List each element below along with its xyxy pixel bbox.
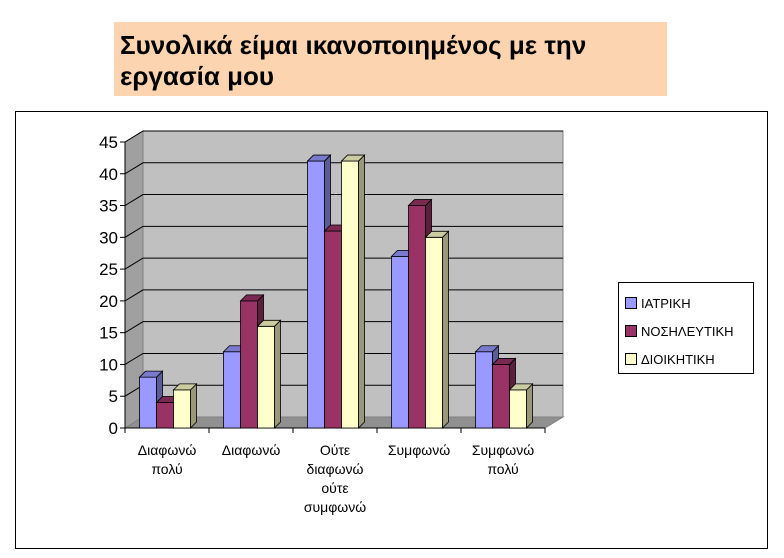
bar [173, 389, 191, 429]
chart-title: Συνολικά είμαι ικανοποιημένος με την εργ… [120, 30, 587, 91]
bar-top [407, 199, 433, 206]
bar-top [256, 319, 282, 327]
bar-top [239, 294, 265, 302]
bar-top [508, 383, 534, 391]
legend-label-iatriki: ΙΑΤΡΙΚΗ [641, 295, 691, 311]
legend-item-dioikitiki: ΔΙΟΙΚΗΤΙΚΗ [625, 345, 749, 373]
bar [223, 351, 241, 429]
chart-title-box: Συνολικά είμαι ικανοποιημένος με την εργ… [114, 22, 667, 96]
bar-top [474, 345, 500, 353]
y-tick-label: 35 [99, 197, 118, 216]
gridline [124, 162, 563, 175]
category-label: Ούτε [320, 442, 350, 458]
y-tick-label: 30 [99, 228, 118, 247]
legend: ΙΑΤΡΙΚΗ ΝΟΣΗΛΕΥΤΙΚΗ ΔΙΟΙΚΗΤΙΚΗ [618, 282, 754, 374]
bar-side [190, 382, 197, 429]
bar [492, 364, 510, 429]
bar-top [306, 154, 332, 162]
legend-swatch-nosileftiki [625, 325, 637, 337]
y-tick-label: 5 [109, 387, 118, 406]
bar [139, 376, 157, 429]
bar [408, 205, 426, 429]
bar-top [138, 370, 164, 378]
legend-item-iatriki: ΙΑΤΡΙΚΗ [625, 289, 749, 317]
category-label: συμφωνώ [304, 499, 366, 515]
category-label: Συμφωνώ [472, 442, 534, 458]
bar [391, 255, 409, 429]
bar-top [491, 358, 517, 365]
y-tick-label: 20 [99, 292, 118, 311]
y-tick-label: 10 [99, 355, 118, 374]
category-label: διαφωνώ [307, 461, 364, 477]
bar [324, 230, 342, 429]
bar [156, 402, 174, 429]
bar-side [526, 382, 533, 429]
category-label: Διαφωνώ [138, 442, 197, 458]
legend-swatch-dioikitiki [625, 353, 637, 365]
category-label: πολύ [151, 461, 182, 477]
category-label: Συμφωνώ [388, 442, 450, 458]
legend-label-dioikitiki: ΔΙΟΙΚΗΤΙΚΗ [641, 351, 715, 367]
bar-side [442, 230, 449, 429]
gridline [124, 130, 563, 143]
category-label: πολύ [487, 461, 518, 477]
bar [257, 325, 275, 429]
legend-label-nosileftiki: ΝΟΣΗΛΕΥΤΙΚΗ [641, 323, 734, 339]
y-tick-label: 40 [99, 165, 118, 184]
bar [240, 300, 258, 429]
legend-item-nosileftiki: ΝΟΣΗΛΕΥΤΙΚΗ [625, 317, 749, 345]
y-tick-label: 45 [99, 133, 118, 152]
bar [425, 236, 443, 429]
y-tick-label: 15 [99, 324, 118, 343]
bar [341, 160, 359, 429]
legend-swatch-iatriki [625, 297, 637, 309]
category-label: ούτε [321, 480, 348, 496]
category-label: Διαφωνώ [222, 442, 281, 458]
bar-top [172, 383, 198, 391]
bar-top [340, 154, 366, 162]
bar [475, 351, 493, 429]
gridline [124, 194, 563, 206]
bar [307, 160, 325, 429]
y-tick-label: 0 [109, 419, 118, 438]
y-tick-label: 25 [99, 260, 118, 279]
bar [509, 389, 527, 429]
bar-top [424, 230, 450, 238]
bar-side [274, 319, 281, 429]
bar-side [358, 154, 365, 429]
